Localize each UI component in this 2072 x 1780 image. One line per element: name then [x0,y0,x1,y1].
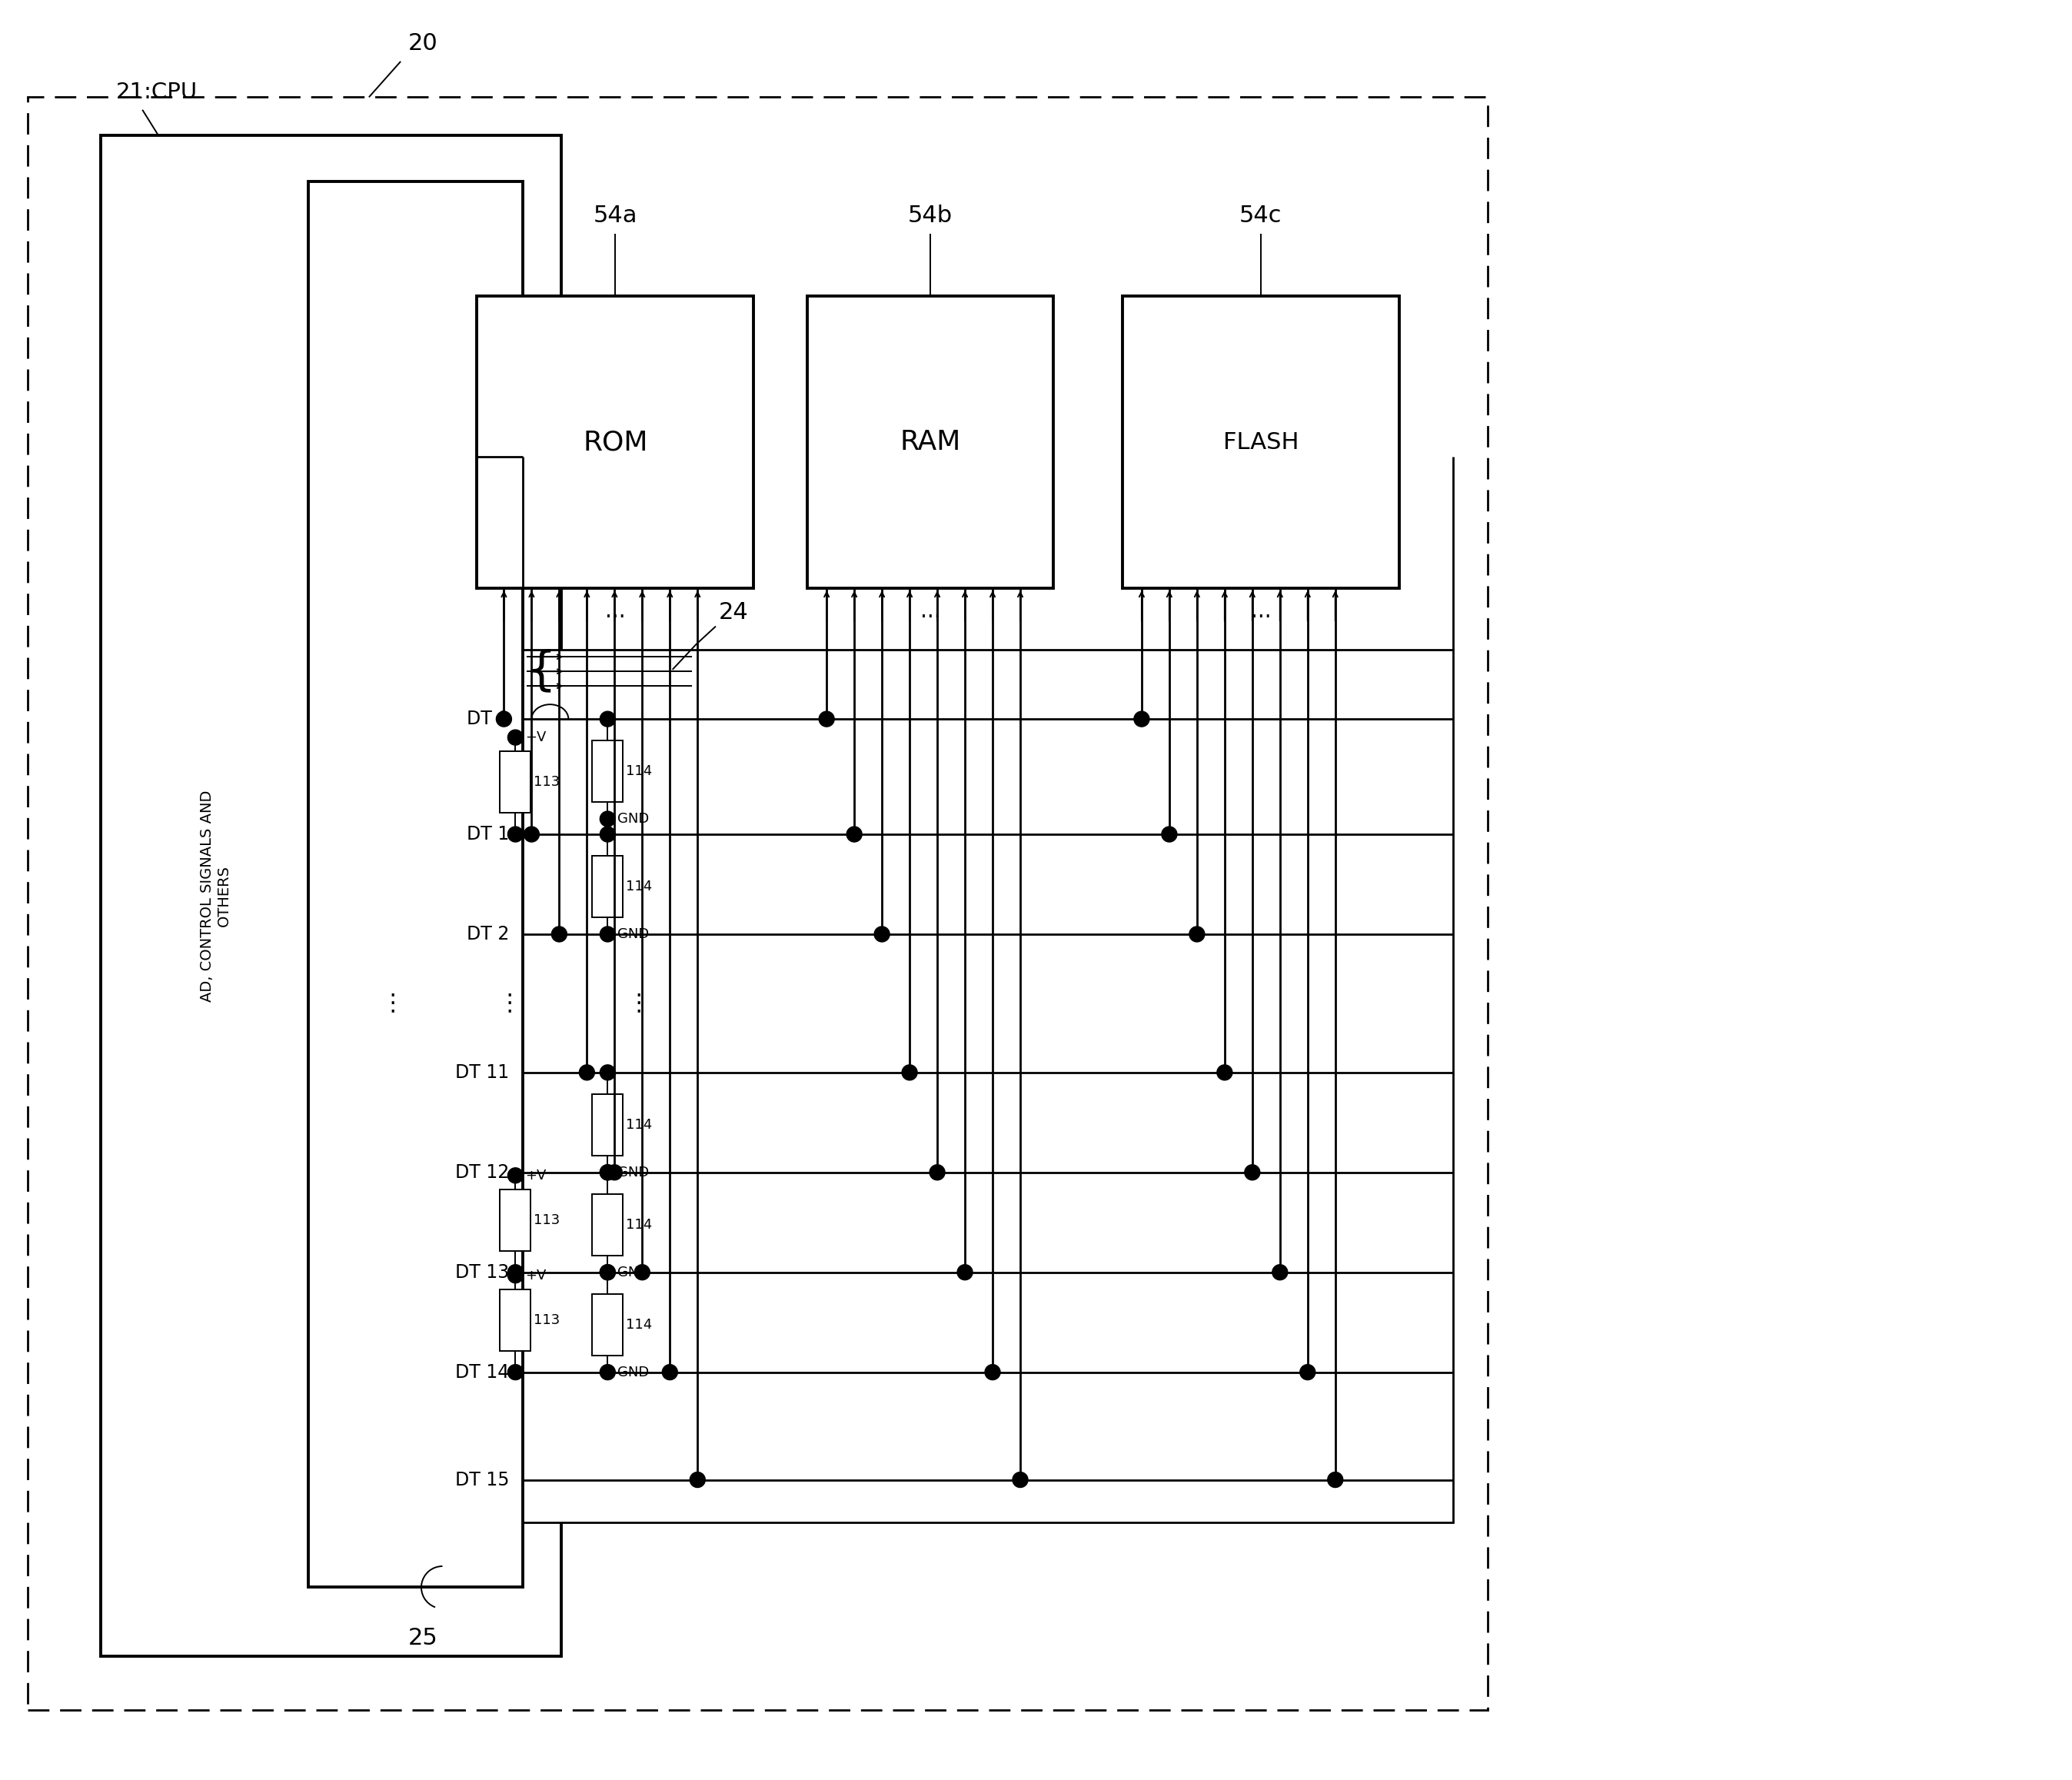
Circle shape [524,826,539,842]
Circle shape [984,1365,1001,1380]
Text: ...: ... [920,600,941,623]
Bar [27,96,1488,1711]
Text: 113: 113 [535,774,559,789]
Circle shape [601,1264,615,1280]
Text: {: { [526,648,555,694]
Circle shape [901,1064,918,1080]
Circle shape [1013,1472,1028,1488]
Text: 21:CPU: 21:CPU [116,82,197,103]
Bar [499,1289,530,1351]
Circle shape [601,1064,615,1080]
Bar [102,135,562,1657]
Bar [593,740,624,803]
Text: 114: 114 [626,1317,653,1331]
Text: DT 12: DT 12 [456,1162,510,1182]
Text: 114: 114 [626,764,653,778]
Bar [593,1095,624,1155]
Text: 54a: 54a [593,205,638,226]
Circle shape [1162,826,1177,842]
Circle shape [601,1164,615,1180]
Text: DT 11: DT 11 [456,1063,510,1082]
Circle shape [818,712,835,726]
Circle shape [930,1164,945,1180]
Circle shape [508,1267,522,1283]
Text: DT 2: DT 2 [466,926,510,943]
Text: AD, CONTROL SIGNALS AND
OTHERS: AD, CONTROL SIGNALS AND OTHERS [201,790,232,1002]
Bar [593,856,624,917]
Text: 114: 114 [626,879,653,894]
Text: 114: 114 [626,1218,653,1232]
Circle shape [957,1264,972,1280]
Text: DT 15: DT 15 [456,1470,510,1490]
Bar [477,297,754,589]
Text: ROM: ROM [582,429,649,456]
Text: FLASH: FLASH [1222,431,1299,454]
Text: +V: +V [526,1168,547,1182]
Text: 24: 24 [719,602,748,623]
Text: GND: GND [617,1266,649,1280]
Bar [593,1194,624,1255]
Circle shape [663,1365,678,1380]
Text: 54b: 54b [908,205,953,226]
Text: ...: ... [605,600,626,623]
Circle shape [508,1365,522,1380]
Bar [1123,297,1399,589]
Circle shape [1328,1472,1343,1488]
Circle shape [601,712,615,726]
Text: DT 1: DT 1 [466,826,510,844]
Circle shape [607,1164,622,1180]
Text: DT 13: DT 13 [456,1264,510,1282]
Text: ⋮: ⋮ [626,991,651,1015]
Text: ⋮: ⋮ [381,991,404,1015]
Circle shape [551,927,568,942]
Text: 20: 20 [408,32,437,55]
Bar [309,182,522,1588]
Circle shape [508,826,522,842]
Circle shape [1216,1064,1233,1080]
Text: DT 14: DT 14 [456,1363,510,1381]
Circle shape [1299,1365,1316,1380]
Circle shape [874,927,889,942]
Circle shape [508,730,522,746]
Circle shape [1272,1264,1287,1280]
Circle shape [601,826,615,842]
Circle shape [580,1064,595,1080]
Text: 114: 114 [626,1118,653,1132]
Circle shape [601,927,615,942]
Text: DT 0: DT 0 [466,710,510,728]
Circle shape [601,812,615,826]
Text: +V: +V [526,730,547,744]
Text: 54c: 54c [1239,205,1283,226]
Text: GND: GND [617,1166,649,1180]
Bar [522,650,1452,1522]
Circle shape [601,1365,615,1380]
Text: GND: GND [617,1365,649,1380]
Bar [499,751,530,813]
Circle shape [508,1264,522,1280]
Circle shape [847,826,862,842]
Circle shape [508,1168,522,1184]
Circle shape [1133,712,1150,726]
Circle shape [1245,1164,1260,1180]
Bar [808,297,1053,589]
Text: ⋮: ⋮ [497,991,520,1015]
Circle shape [1189,927,1204,942]
Text: RAM: RAM [899,429,961,456]
Text: 113: 113 [535,1214,559,1226]
Text: +V: +V [526,1269,547,1282]
Text: 25: 25 [408,1627,437,1650]
Text: ...: ... [1251,600,1270,623]
Circle shape [495,712,512,726]
Text: GND: GND [617,812,649,826]
Text: GND: GND [617,927,649,942]
Text: 113: 113 [535,1314,559,1326]
Circle shape [601,1164,615,1180]
Bar [593,1294,624,1355]
Circle shape [634,1264,651,1280]
Circle shape [601,1264,615,1280]
Bar [499,1189,530,1251]
Circle shape [690,1472,704,1488]
